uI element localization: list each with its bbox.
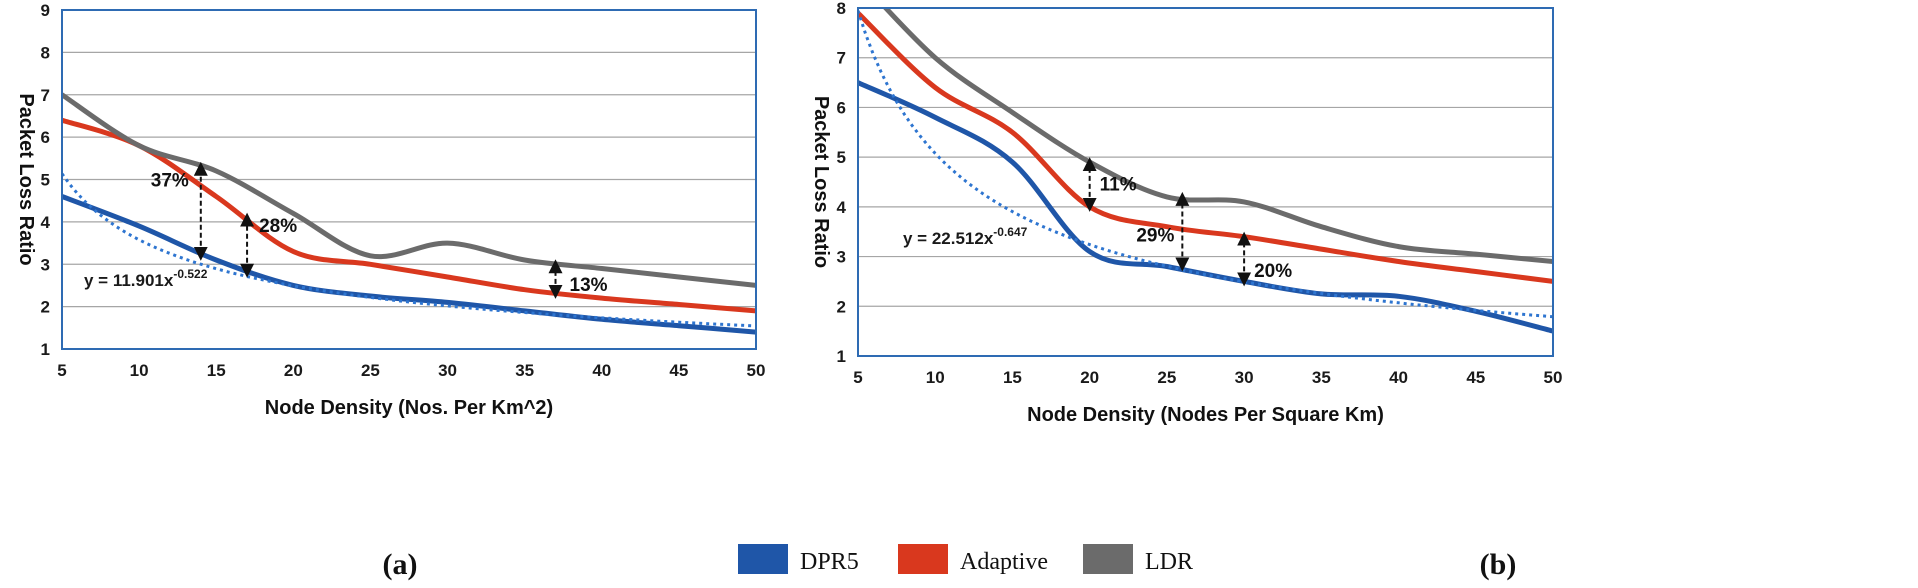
x-tick-label-b-5: 30 (1235, 368, 1254, 387)
y-tick-label-b-3: 4 (837, 198, 847, 217)
panel-label-a: (a) (383, 548, 418, 581)
y-tick-label-a-4: 5 (41, 171, 50, 190)
trendline-a (62, 172, 756, 328)
y-tick-label-a-2: 3 (41, 255, 50, 274)
trendline-equation-a: y = 11.901x-0.522 (84, 267, 208, 290)
x-tick-label-b-2: 15 (1003, 368, 1022, 387)
series-line-dpr5-a (62, 194, 756, 335)
x-tick-label-a-3: 20 (284, 361, 303, 380)
x-tick-label-b-6: 35 (1312, 368, 1331, 387)
x-tick-label-b-7: 40 (1389, 368, 1408, 387)
series-line-adaptive-a (62, 117, 756, 314)
x-tick-label-a-0: 5 (57, 361, 66, 380)
y-tick-label-b-2: 3 (837, 248, 846, 267)
series-line-ldr-a (62, 92, 756, 288)
y-tick-label-b-1: 2 (837, 297, 846, 316)
x-tick-label-a-5: 30 (438, 361, 457, 380)
difference-label-b-1: 29% (1136, 226, 1174, 247)
y-tick-label-a-3: 4 (41, 213, 51, 232)
difference-label-a-2: 13% (570, 275, 608, 296)
panel-label-b: (b) (1480, 548, 1517, 581)
y-axis-title-b: Packet Loss Ratio (810, 96, 832, 268)
x-tick-label-b-0: 5 (853, 368, 862, 387)
legend-swatch-ldr (1083, 544, 1133, 574)
x-tick-label-b-1: 10 (926, 368, 945, 387)
y-tick-label-b-4: 5 (837, 148, 846, 167)
x-tick-label-b-3: 20 (1080, 368, 1099, 387)
x-tick-label-a-7: 40 (592, 361, 611, 380)
x-tick-label-a-6: 35 (515, 361, 534, 380)
y-tick-label-b-0: 1 (837, 347, 846, 366)
y-tick-label-a-5: 6 (41, 128, 50, 147)
y-tick-label-a-7: 8 (41, 43, 50, 62)
legend-swatch-adaptive (898, 544, 948, 574)
x-tick-label-b-9: 50 (1544, 368, 1563, 387)
x-tick-label-a-1: 10 (130, 361, 149, 380)
plot-frame-a (61, 9, 757, 350)
legend-label-adaptive: Adaptive (960, 549, 1048, 575)
y-axis-title-a: Packet Loss Ratio (15, 93, 37, 265)
x-tick-label-b-8: 45 (1466, 368, 1485, 387)
difference-label-a-1: 28% (259, 216, 297, 237)
x-tick-label-b-4: 25 (1157, 368, 1176, 387)
y-tick-label-a-6: 7 (41, 86, 50, 105)
x-tick-label-a-4: 25 (361, 361, 380, 380)
y-tick-label-b-7: 8 (837, 0, 846, 18)
x-tick-label-a-9: 50 (747, 361, 766, 380)
y-tick-label-b-6: 7 (837, 49, 846, 68)
trendline-b (858, 10, 1553, 319)
x-axis-title-a: Node Density (Nos. Per Km^2) (265, 397, 553, 419)
legend-label-dpr5: DPR5 (800, 549, 859, 575)
difference-label-b-0: 11% (1100, 174, 1137, 195)
difference-label-a-0: 37% (151, 170, 189, 191)
x-axis-title-b: Node Density (Nodes Per Square Km) (1027, 404, 1384, 426)
x-tick-label-a-2: 15 (207, 361, 226, 380)
y-tick-label-b-5: 6 (837, 98, 846, 117)
y-tick-label-a-0: 1 (41, 340, 50, 359)
legend-swatch-dpr5 (738, 544, 788, 574)
difference-label-b-2: 20% (1254, 261, 1292, 282)
legend: DPR5 Adaptive LDR (738, 544, 1193, 575)
trendline-equation-b: y = 22.512x-0.647 (903, 225, 1028, 248)
x-tick-label-a-8: 45 (669, 361, 688, 380)
legend-label-ldr: LDR (1145, 549, 1193, 575)
y-tick-label-a-8: 9 (41, 1, 50, 20)
y-tick-label-a-1: 2 (41, 298, 50, 317)
plot-frame-b (857, 7, 1554, 357)
